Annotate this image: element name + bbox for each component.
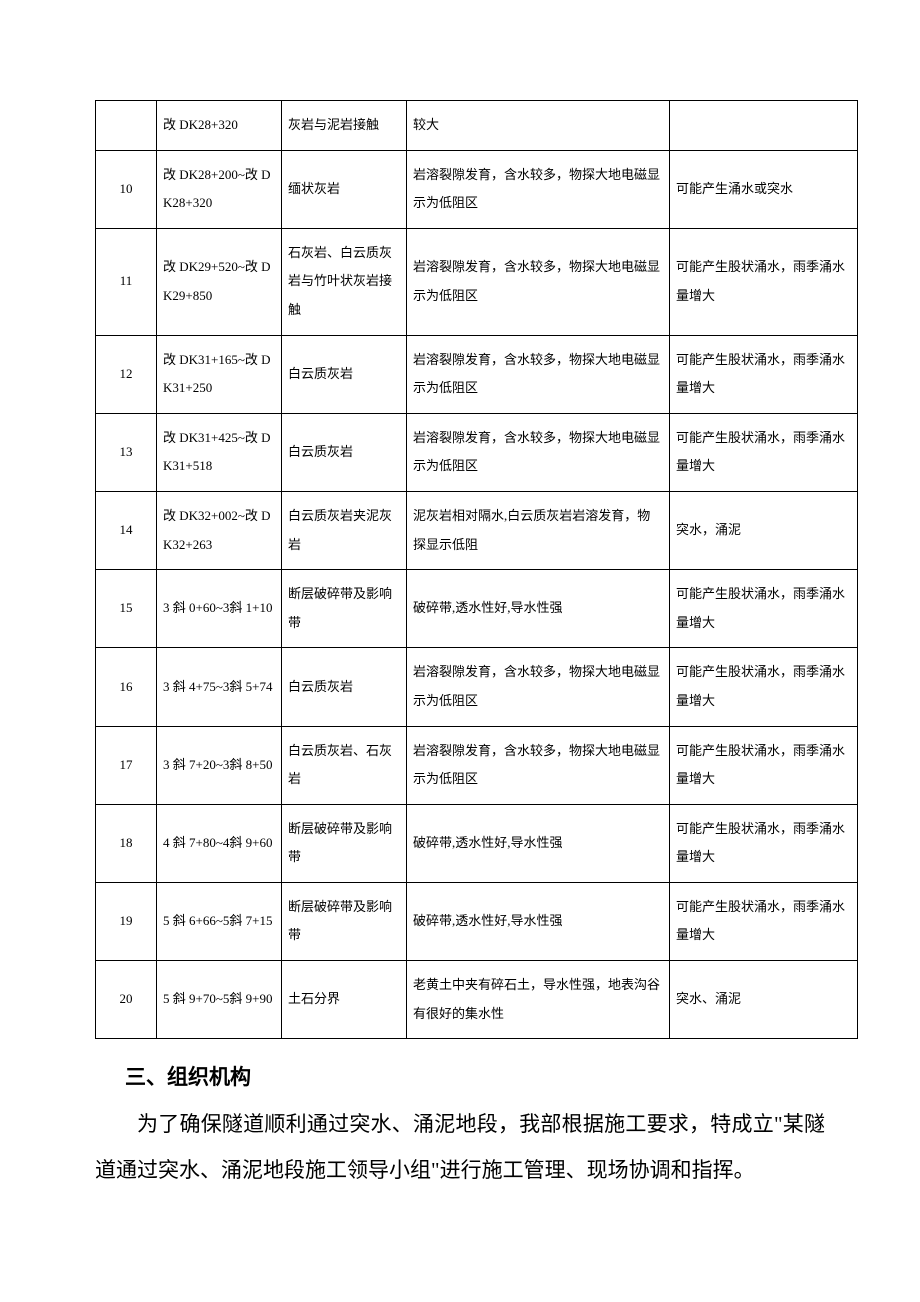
- table-body: 改 DK28+320灰岩与泥岩接触较大10改 DK28+200~改 DK28+3…: [96, 101, 858, 1039]
- cell-rocktype: 断层破碎带及影响带: [282, 570, 407, 648]
- cell-location: 5 斜 9+70~5斜 9+90: [157, 961, 282, 1039]
- cell-description: 岩溶裂隙发育，含水较多，物探大地电磁显示为低阻区: [407, 726, 670, 804]
- table-row: 12改 DK31+165~改 DK31+250白云质灰岩岩溶裂隙发育，含水较多，…: [96, 335, 858, 413]
- cell-risk: 可能产生股状涌水，雨季涌水量增大: [670, 413, 858, 491]
- cell-risk: 突水，涌泥: [670, 491, 858, 569]
- cell-location: 3 斜 7+20~3斜 8+50: [157, 726, 282, 804]
- geology-table: 改 DK28+320灰岩与泥岩接触较大10改 DK28+200~改 DK28+3…: [95, 100, 858, 1039]
- table-row: 153 斜 0+60~3斜 1+10断层破碎带及影响带破碎带,透水性好,导水性强…: [96, 570, 858, 648]
- cell-risk: 可能产生股状涌水，雨季涌水量增大: [670, 570, 858, 648]
- cell-location: 改 DK32+002~改 DK32+263: [157, 491, 282, 569]
- table-row: 195 斜 6+66~5斜 7+15断层破碎带及影响带破碎带,透水性好,导水性强…: [96, 882, 858, 960]
- cell-description: 较大: [407, 101, 670, 151]
- cell-index: [96, 101, 157, 151]
- cell-description: 破碎带,透水性好,导水性强: [407, 882, 670, 960]
- cell-rocktype: 缅状灰岩: [282, 150, 407, 228]
- table-row: 10改 DK28+200~改 DK28+320缅状灰岩岩溶裂隙发育，含水较多，物…: [96, 150, 858, 228]
- cell-location: 5 斜 6+66~5斜 7+15: [157, 882, 282, 960]
- cell-description: 破碎带,透水性好,导水性强: [407, 804, 670, 882]
- table-row: 11改 DK29+520~改 DK29+850石灰岩、白云质灰岩与竹叶状灰岩接触…: [96, 228, 858, 335]
- cell-risk: 突水、涌泥: [670, 961, 858, 1039]
- cell-index: 12: [96, 335, 157, 413]
- cell-rocktype: 白云质灰岩夹泥灰岩: [282, 491, 407, 569]
- cell-index: 15: [96, 570, 157, 648]
- cell-rocktype: 石灰岩、白云质灰岩与竹叶状灰岩接触: [282, 228, 407, 335]
- cell-index: 20: [96, 961, 157, 1039]
- table-row: 改 DK28+320灰岩与泥岩接触较大: [96, 101, 858, 151]
- cell-rocktype: 白云质灰岩: [282, 413, 407, 491]
- table-row: 184 斜 7+80~4斜 9+60断层破碎带及影响带破碎带,透水性好,导水性强…: [96, 804, 858, 882]
- cell-rocktype: 灰岩与泥岩接触: [282, 101, 407, 151]
- cell-risk: 可能产生涌水或突水: [670, 150, 858, 228]
- cell-risk: [670, 101, 858, 151]
- cell-risk: 可能产生股状涌水，雨季涌水量增大: [670, 882, 858, 960]
- cell-location: 3 斜 0+60~3斜 1+10: [157, 570, 282, 648]
- cell-index: 14: [96, 491, 157, 569]
- cell-rocktype: 白云质灰岩: [282, 335, 407, 413]
- cell-rocktype: 断层破碎带及影响带: [282, 804, 407, 882]
- cell-description: 泥灰岩相对隔水,白云质灰岩岩溶发育，物探显示低阻: [407, 491, 670, 569]
- cell-description: 岩溶裂隙发育，含水较多，物探大地电磁显示为低阻区: [407, 150, 670, 228]
- section-paragraph: 为了确保隧道顺利通过突水、涌泥地段，我部根据施工要求，特成立"某隧道通过突水、涌…: [95, 1101, 825, 1193]
- cell-index: 18: [96, 804, 157, 882]
- cell-location: 改 DK28+320: [157, 101, 282, 151]
- cell-index: 17: [96, 726, 157, 804]
- document-page: 改 DK28+320灰岩与泥岩接触较大10改 DK28+200~改 DK28+3…: [0, 0, 920, 1254]
- cell-location: 改 DK31+165~改 DK31+250: [157, 335, 282, 413]
- cell-description: 老黄土中夹有碎石土，导水性强，地表沟谷有很好的集水性: [407, 961, 670, 1039]
- table-row: 163 斜 4+75~3斜 5+74白云质灰岩岩溶裂隙发育，含水较多，物探大地电…: [96, 648, 858, 726]
- cell-risk: 可能产生股状涌水，雨季涌水量增大: [670, 804, 858, 882]
- cell-description: 岩溶裂隙发育，含水较多，物探大地电磁显示为低阻区: [407, 413, 670, 491]
- cell-location: 改 DK28+200~改 DK28+320: [157, 150, 282, 228]
- cell-risk: 可能产生股状涌水，雨季涌水量增大: [670, 648, 858, 726]
- cell-location: 改 DK31+425~改 DK31+518: [157, 413, 282, 491]
- cell-risk: 可能产生股状涌水，雨季涌水量增大: [670, 335, 858, 413]
- table-row: 205 斜 9+70~5斜 9+90土石分界老黄土中夹有碎石土，导水性强，地表沟…: [96, 961, 858, 1039]
- cell-location: 3 斜 4+75~3斜 5+74: [157, 648, 282, 726]
- cell-index: 10: [96, 150, 157, 228]
- cell-rocktype: 白云质灰岩: [282, 648, 407, 726]
- cell-rocktype: 土石分界: [282, 961, 407, 1039]
- table-row: 173 斜 7+20~3斜 8+50白云质灰岩、石灰岩岩溶裂隙发育，含水较多，物…: [96, 726, 858, 804]
- cell-index: 13: [96, 413, 157, 491]
- cell-description: 破碎带,透水性好,导水性强: [407, 570, 670, 648]
- cell-rocktype: 断层破碎带及影响带: [282, 882, 407, 960]
- cell-index: 11: [96, 228, 157, 335]
- cell-index: 19: [96, 882, 157, 960]
- cell-index: 16: [96, 648, 157, 726]
- cell-risk: 可能产生股状涌水，雨季涌水量增大: [670, 228, 858, 335]
- cell-location: 4 斜 7+80~4斜 9+60: [157, 804, 282, 882]
- cell-description: 岩溶裂隙发育，含水较多，物探大地电磁显示为低阻区: [407, 648, 670, 726]
- cell-rocktype: 白云质灰岩、石灰岩: [282, 726, 407, 804]
- table-row: 14改 DK32+002~改 DK32+263白云质灰岩夹泥灰岩泥灰岩相对隔水,…: [96, 491, 858, 569]
- cell-risk: 可能产生股状涌水，雨季涌水量增大: [670, 726, 858, 804]
- cell-description: 岩溶裂隙发育，含水较多，物探大地电磁显示为低阻区: [407, 228, 670, 335]
- table-row: 13改 DK31+425~改 DK31+518白云质灰岩岩溶裂隙发育，含水较多，…: [96, 413, 858, 491]
- section-heading: 三、组织机构: [125, 1061, 825, 1091]
- cell-description: 岩溶裂隙发育，含水较多，物探大地电磁显示为低阻区: [407, 335, 670, 413]
- cell-location: 改 DK29+520~改 DK29+850: [157, 228, 282, 335]
